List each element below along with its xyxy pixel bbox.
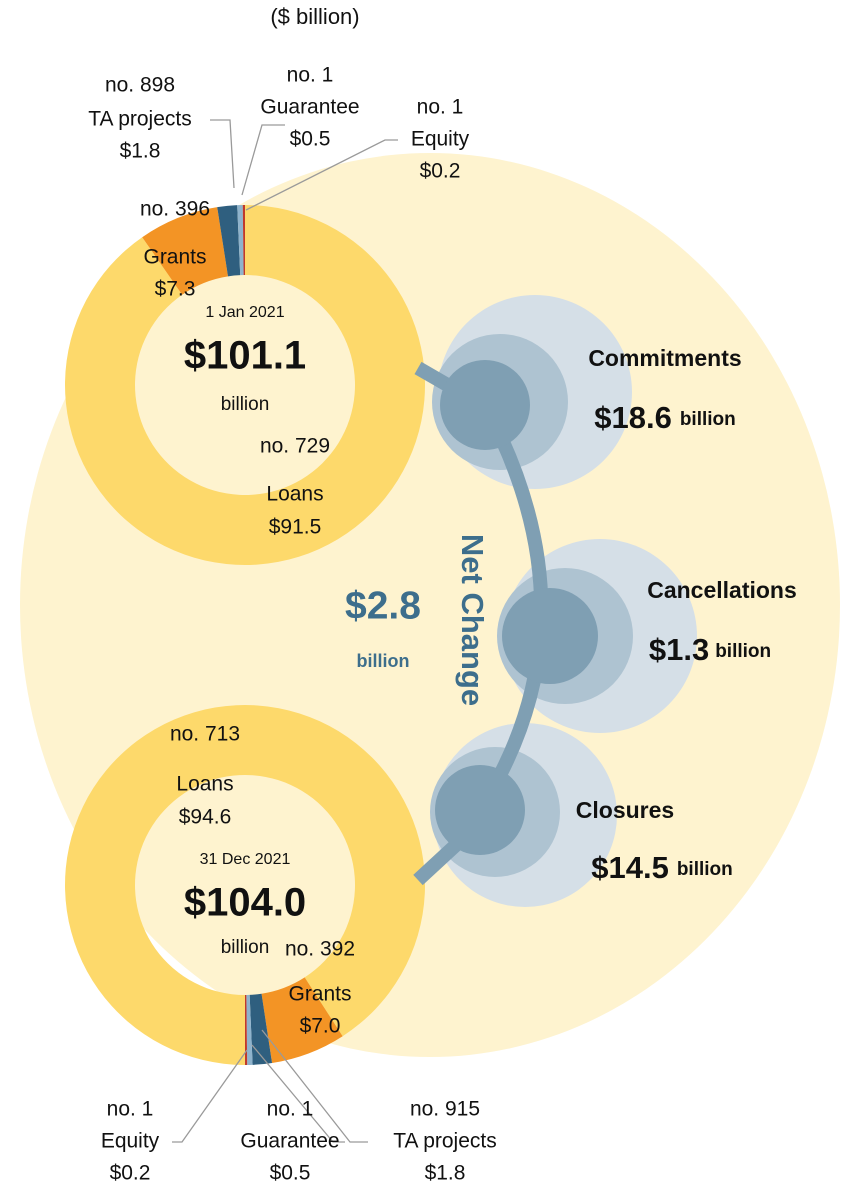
segment-count: no. 396 — [140, 198, 210, 221]
subtitle: ($ billion) — [270, 4, 359, 29]
segment-value: $0.5 — [290, 128, 331, 151]
bubble-inner — [440, 360, 530, 450]
leader-line — [261, 1029, 368, 1143]
donut-total: $104.0 — [184, 881, 306, 925]
segment-name: TA projects — [393, 1130, 496, 1153]
segment-value: $91.5 — [269, 516, 322, 539]
segment-value: $1.8 — [425, 1162, 466, 1185]
donut-segment — [242, 205, 245, 276]
segment-name: Grants — [143, 246, 206, 269]
leader-line — [245, 139, 398, 211]
flow-value: $1.3 billion — [649, 632, 771, 667]
segment-count: no. 1 — [417, 96, 464, 119]
segment-count: no. 729 — [260, 435, 330, 458]
donut-total: $101.1 — [184, 334, 306, 378]
net-change-unit: billion — [357, 651, 410, 671]
leader-line — [210, 119, 235, 189]
segment-count: no. 713 — [170, 723, 240, 746]
segment-count: no. 915 — [410, 1098, 480, 1121]
bubble-inner — [502, 588, 598, 684]
segment-value: $0.5 — [270, 1162, 311, 1185]
segment-name: Loans — [266, 483, 323, 506]
segment-name: Loans — [176, 773, 233, 796]
segment-name: Equity — [101, 1130, 160, 1153]
segment-value: $94.6 — [179, 806, 232, 829]
segment-value: $1.8 — [120, 140, 161, 163]
segment-count: no. 1 — [107, 1098, 154, 1121]
segment-value: $7.0 — [300, 1015, 341, 1038]
donut-unit: billion — [221, 937, 270, 958]
donut-segment — [237, 205, 244, 276]
segment-name: Grants — [288, 983, 351, 1006]
donut-segment — [64, 705, 425, 1065]
background-circle — [20, 153, 840, 1057]
leader-line — [172, 1049, 248, 1143]
segment-name: Guarantee — [260, 96, 359, 119]
donut-unit: billion — [221, 394, 270, 415]
segment-value: $0.2 — [420, 160, 461, 183]
leader-line — [241, 124, 285, 196]
segment-count: no. 898 — [105, 74, 175, 97]
donut-segment — [65, 205, 425, 565]
segment-value: $7.3 — [155, 278, 196, 301]
leader-line — [251, 1044, 345, 1143]
donut-date: 1 Jan 2021 — [205, 304, 284, 321]
donut-segment — [245, 994, 248, 1065]
segment-count: no. 1 — [287, 64, 334, 87]
donut-date: 31 Dec 2021 — [200, 851, 291, 868]
flow-name: Closures — [576, 797, 674, 823]
donut-segment — [142, 207, 229, 295]
flow-value: $14.5 billion — [591, 850, 733, 885]
segment-name: Equity — [411, 128, 470, 151]
segment-name: Guarantee — [240, 1130, 339, 1153]
flow-name: Commitments — [588, 345, 741, 371]
flow-value: $18.6 billion — [594, 400, 736, 435]
donut-segment — [246, 994, 253, 1065]
net-change-value: $2.8 — [345, 584, 421, 627]
segment-count: no. 392 — [285, 938, 355, 961]
bubble-inner — [435, 765, 525, 855]
net-change-title: Net Change — [455, 534, 490, 706]
segment-name: TA projects — [88, 108, 191, 131]
flow-name: Cancellations — [647, 577, 797, 603]
segment-value: $0.2 — [110, 1162, 151, 1185]
donut-labels: 1 Jan 2021 $101.1 billion no. 1 Equity $0.2 no… — [88, 64, 496, 1185]
donut-segment — [249, 993, 273, 1065]
donut-segment — [217, 205, 241, 277]
donut-segment — [261, 977, 343, 1063]
segment-count: no. 1 — [267, 1098, 314, 1121]
